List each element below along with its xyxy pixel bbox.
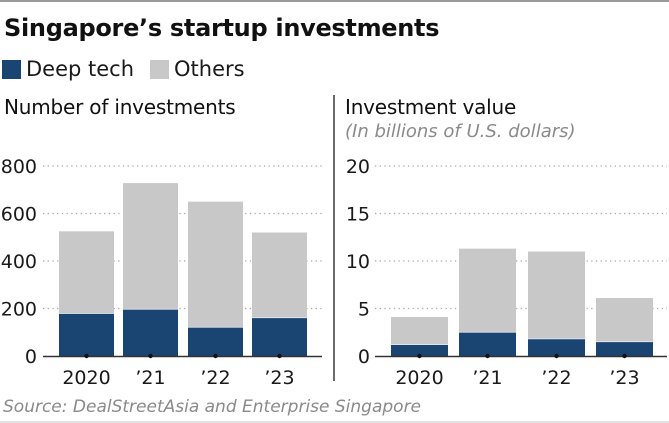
left-panel-title: Number of investments — [4, 95, 236, 119]
legend: Deep tech Others — [2, 57, 261, 81]
right-x-tick-label-21: ’21 — [472, 367, 502, 389]
left-x-tick-dot-23 — [277, 353, 282, 359]
legend-item-others: Others — [150, 57, 245, 81]
right-bar-23-deeptech — [596, 341, 653, 356]
left-x-tick-dot-2020 — [84, 353, 89, 359]
right-bar-22-others — [528, 251, 585, 339]
right-y-tick-label-15: 15 — [346, 204, 370, 226]
top-rule — [0, 0, 669, 2]
source-note: Source: DealStreetAsia and Enterprise Si… — [3, 397, 422, 417]
left-y-tick-label-200: 200 — [1, 299, 37, 321]
right-x-tick-label-22: ’22 — [541, 367, 571, 389]
right-y-tick-label-0: 0 — [358, 346, 370, 368]
right-bar-23-others — [596, 298, 653, 342]
right-bar-21-others — [459, 248, 516, 333]
right-x-tick-dot-23 — [622, 353, 627, 359]
legend-swatch-others — [150, 59, 170, 79]
right-y-tick-label-5: 5 — [358, 299, 370, 321]
right-bar-21-deeptech — [459, 332, 516, 356]
right-bar-2020-deeptech — [391, 344, 448, 356]
left-x-tick-label-2020: 2020 — [62, 367, 110, 389]
right-y-tick-label-10: 10 — [346, 251, 370, 273]
legend-label-deep-tech: Deep tech — [26, 57, 135, 81]
bottom-rule — [0, 421, 669, 423]
right-y-tick-label-20: 20 — [346, 156, 370, 178]
left-x-tick-label-23: ’23 — [264, 367, 294, 389]
left-bar-22-deeptech — [188, 327, 243, 356]
left-y-tick-label-400: 400 — [1, 251, 37, 273]
right-x-tick-dot-2020 — [417, 353, 422, 359]
left-bar-23-others — [252, 232, 307, 318]
left-bar-22-others — [188, 201, 243, 328]
left-bar-21-deeptech — [123, 309, 178, 356]
right-x-tick-dot-21 — [485, 353, 490, 359]
left-x-tick-label-21: ’21 — [135, 367, 165, 389]
left-x-tick-dot-21 — [148, 353, 153, 359]
legend-label-others: Others — [174, 57, 245, 81]
left-x-tick-dot-22 — [213, 353, 218, 359]
right-bar-22-deeptech — [528, 338, 585, 356]
left-x-tick-label-22: ’22 — [200, 367, 230, 389]
left-bar-23-deeptech — [252, 317, 307, 356]
left-y-tick-label-800: 800 — [1, 156, 37, 178]
left-bar-2020-deeptech — [59, 313, 114, 356]
left-bar-2020-others — [59, 231, 114, 314]
right-panel-subtitle: (In billions of U.S. dollars) — [345, 121, 576, 142]
right-bar-2020-others — [391, 317, 448, 345]
panel-divider — [333, 95, 335, 381]
left-y-tick-label-0: 0 — [25, 346, 37, 368]
right-x-tick-label-2020: 2020 — [395, 367, 443, 389]
legend-swatch-deep-tech — [2, 59, 21, 79]
right-panel-title: Investment value — [345, 95, 517, 119]
left-y-tick-label-600: 600 — [1, 204, 37, 226]
legend-item-deep-tech: Deep tech — [2, 57, 134, 81]
left-bar-21-others — [123, 183, 178, 310]
right-x-tick-label-23: ’23 — [609, 367, 639, 389]
right-x-tick-dot-22 — [554, 353, 559, 359]
chart-title: Singapore’s startup investments — [4, 14, 440, 42]
